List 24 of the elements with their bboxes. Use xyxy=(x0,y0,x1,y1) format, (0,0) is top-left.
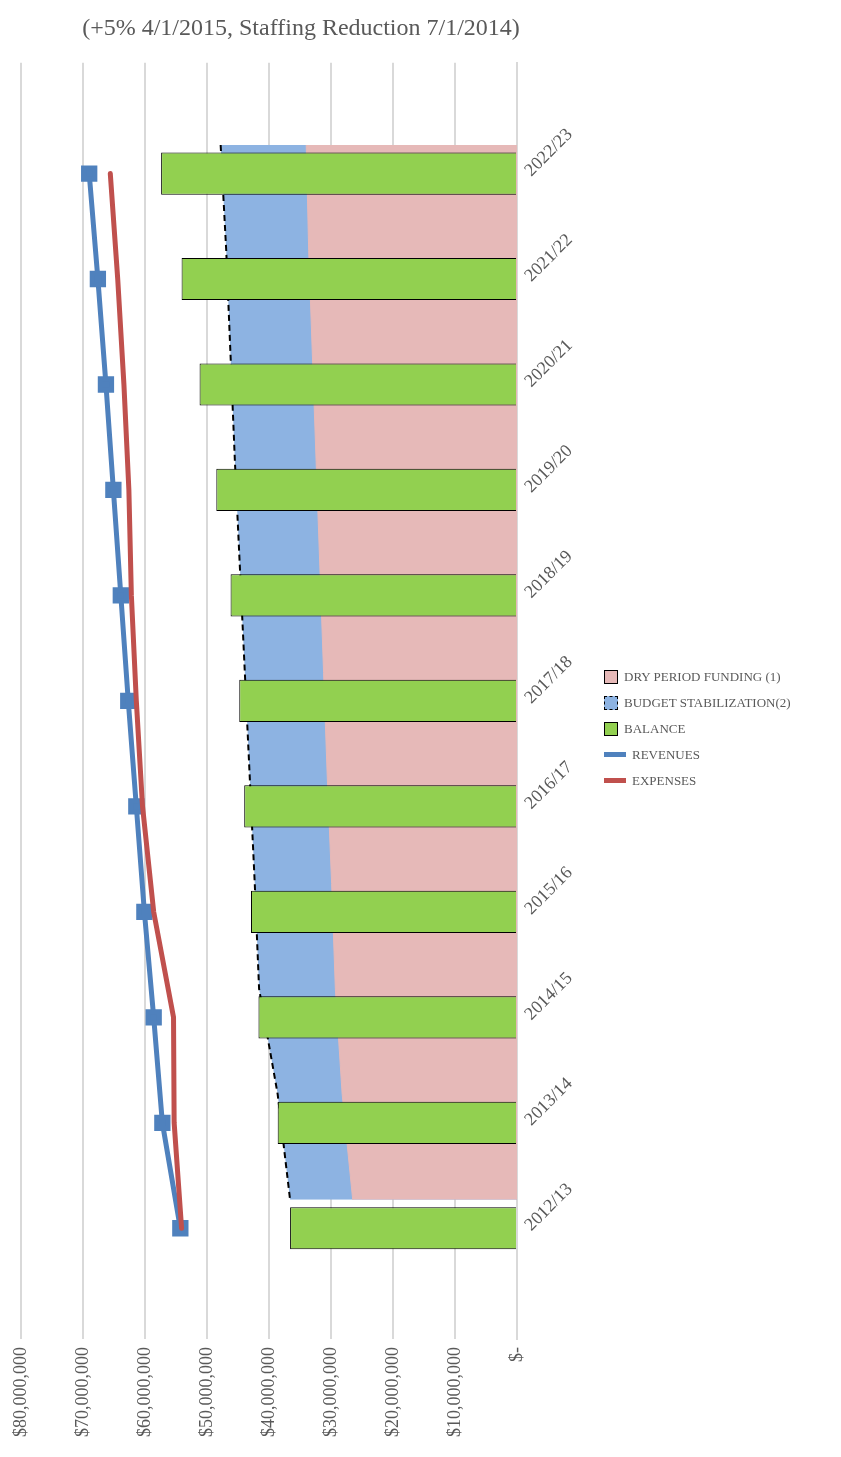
x-tick-label: $50,000,000 xyxy=(195,1347,216,1437)
x-tick-label: $- xyxy=(505,1347,526,1362)
point xyxy=(81,165,98,182)
x-tick-label: $70,000,000 xyxy=(71,1347,92,1437)
x-tick-label: $60,000,000 xyxy=(133,1347,154,1437)
x-tick-label: $30,000,000 xyxy=(319,1347,340,1437)
point xyxy=(112,587,129,604)
legend-label: REVENUES xyxy=(632,746,700,763)
legend-label: DRY PERIOD FUNDING (1) xyxy=(624,668,781,685)
x-tick-label: $10,000,000 xyxy=(443,1347,464,1437)
x-tick-label: $20,000,000 xyxy=(381,1347,402,1437)
point xyxy=(154,1114,171,1131)
point xyxy=(105,481,122,499)
point xyxy=(97,376,115,393)
chart-title: (+5% 4/1/2015, Staffing Reduction 7/1/2014) xyxy=(82,13,520,40)
point xyxy=(145,1009,162,1026)
legend-label: BUDGET STABILIZATION(2) xyxy=(624,694,791,711)
legend-label: EXPENSES xyxy=(632,772,697,789)
x-tick-label: $40,000,000 xyxy=(257,1347,278,1437)
point xyxy=(136,903,153,920)
point xyxy=(89,270,107,288)
legend-label: BALANCE xyxy=(624,720,686,737)
point xyxy=(120,692,137,710)
x-tick-label: $80,000,000 xyxy=(9,1347,30,1437)
